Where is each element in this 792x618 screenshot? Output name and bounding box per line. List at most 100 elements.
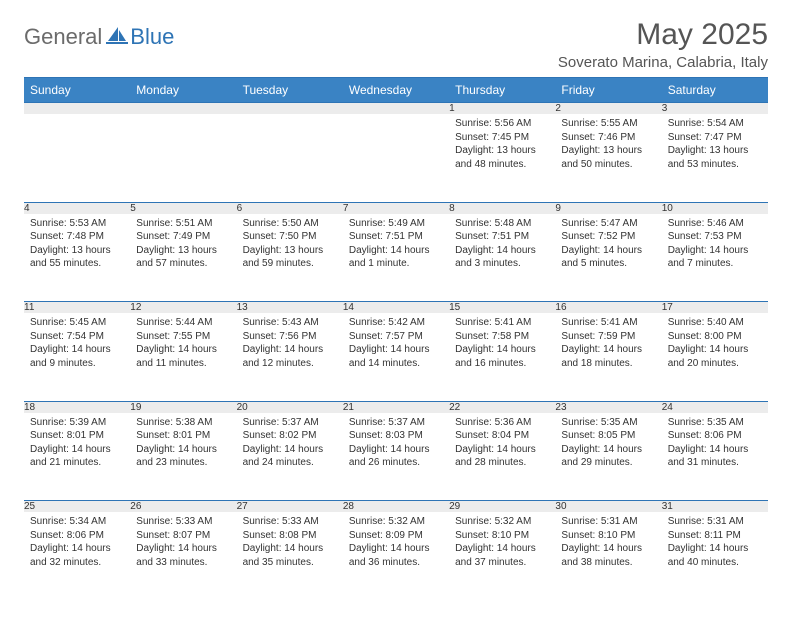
daynum-row: 123 bbox=[24, 103, 768, 115]
day-number: 11 bbox=[24, 302, 130, 314]
day-number: 26 bbox=[130, 501, 236, 513]
day-cell: Sunrise: 5:32 AMSunset: 8:10 PMDaylight:… bbox=[449, 512, 555, 600]
day-cell: Sunrise: 5:40 AMSunset: 8:00 PMDaylight:… bbox=[662, 313, 768, 401]
day-number: 3 bbox=[662, 103, 768, 115]
sunrise-line: Sunrise: 5:33 AM bbox=[243, 515, 337, 529]
sunrise-line: Sunrise: 5:48 AM bbox=[455, 217, 549, 231]
day-number: 23 bbox=[555, 401, 661, 413]
day-cell bbox=[24, 114, 130, 202]
day-cell: Sunrise: 5:47 AMSunset: 7:52 PMDaylight:… bbox=[555, 214, 661, 302]
day-cell: Sunrise: 5:42 AMSunset: 7:57 PMDaylight:… bbox=[343, 313, 449, 401]
sunrise-line: Sunrise: 5:40 AM bbox=[668, 316, 762, 330]
daylight-line: Daylight: 14 hours and 33 minutes. bbox=[136, 542, 230, 569]
week-row: Sunrise: 5:34 AMSunset: 8:06 PMDaylight:… bbox=[24, 512, 768, 600]
day-cell: Sunrise: 5:53 AMSunset: 7:48 PMDaylight:… bbox=[24, 214, 130, 302]
day-number bbox=[237, 103, 343, 115]
daylight-line: Daylight: 14 hours and 38 minutes. bbox=[561, 542, 655, 569]
day-cell: Sunrise: 5:51 AMSunset: 7:49 PMDaylight:… bbox=[130, 214, 236, 302]
daynum-row: 18192021222324 bbox=[24, 401, 768, 413]
sunset-line: Sunset: 7:58 PM bbox=[455, 330, 549, 344]
sunrise-line: Sunrise: 5:42 AM bbox=[349, 316, 443, 330]
sunset-line: Sunset: 8:02 PM bbox=[243, 429, 337, 443]
day-cell: Sunrise: 5:31 AMSunset: 8:11 PMDaylight:… bbox=[662, 512, 768, 600]
daylight-line: Daylight: 14 hours and 7 minutes. bbox=[668, 244, 762, 271]
brand-sail-icon bbox=[106, 25, 128, 50]
calendar-table: Sunday Monday Tuesday Wednesday Thursday… bbox=[24, 77, 768, 600]
sunrise-line: Sunrise: 5:35 AM bbox=[668, 416, 762, 430]
location: Soverato Marina, Calabria, Italy bbox=[558, 54, 768, 71]
sunrise-line: Sunrise: 5:31 AM bbox=[561, 515, 655, 529]
daynum-row: 25262728293031 bbox=[24, 501, 768, 513]
sunset-line: Sunset: 7:53 PM bbox=[668, 230, 762, 244]
day-number: 24 bbox=[662, 401, 768, 413]
sunset-line: Sunset: 8:01 PM bbox=[30, 429, 124, 443]
daylight-line: Daylight: 14 hours and 26 minutes. bbox=[349, 443, 443, 470]
week-row: Sunrise: 5:53 AMSunset: 7:48 PMDaylight:… bbox=[24, 214, 768, 302]
day-cell: Sunrise: 5:44 AMSunset: 7:55 PMDaylight:… bbox=[130, 313, 236, 401]
sunrise-line: Sunrise: 5:33 AM bbox=[136, 515, 230, 529]
week-row: Sunrise: 5:45 AMSunset: 7:54 PMDaylight:… bbox=[24, 313, 768, 401]
day-cell: Sunrise: 5:55 AMSunset: 7:46 PMDaylight:… bbox=[555, 114, 661, 202]
daylight-line: Daylight: 14 hours and 29 minutes. bbox=[561, 443, 655, 470]
daylight-line: Daylight: 14 hours and 32 minutes. bbox=[30, 542, 124, 569]
sunset-line: Sunset: 7:47 PM bbox=[668, 131, 762, 145]
day-number: 25 bbox=[24, 501, 130, 513]
daylight-line: Daylight: 14 hours and 21 minutes. bbox=[30, 443, 124, 470]
sunrise-line: Sunrise: 5:54 AM bbox=[668, 117, 762, 131]
sunset-line: Sunset: 7:50 PM bbox=[243, 230, 337, 244]
day-number: 19 bbox=[130, 401, 236, 413]
brand-logo: General Blue bbox=[24, 24, 174, 50]
daylight-line: Daylight: 14 hours and 37 minutes. bbox=[455, 542, 549, 569]
day-number: 27 bbox=[237, 501, 343, 513]
day-cell: Sunrise: 5:37 AMSunset: 8:03 PMDaylight:… bbox=[343, 413, 449, 501]
day-number: 31 bbox=[662, 501, 768, 513]
day-cell: Sunrise: 5:41 AMSunset: 7:59 PMDaylight:… bbox=[555, 313, 661, 401]
sunset-line: Sunset: 7:59 PM bbox=[561, 330, 655, 344]
daylight-line: Daylight: 13 hours and 59 minutes. bbox=[243, 244, 337, 271]
sunset-line: Sunset: 8:00 PM bbox=[668, 330, 762, 344]
daynum-row: 11121314151617 bbox=[24, 302, 768, 314]
day-number: 1 bbox=[449, 103, 555, 115]
day-number: 22 bbox=[449, 401, 555, 413]
daylight-line: Daylight: 13 hours and 57 minutes. bbox=[136, 244, 230, 271]
brand-blue: Blue bbox=[130, 24, 174, 50]
sunrise-line: Sunrise: 5:32 AM bbox=[349, 515, 443, 529]
day-cell: Sunrise: 5:41 AMSunset: 7:58 PMDaylight:… bbox=[449, 313, 555, 401]
sunset-line: Sunset: 7:57 PM bbox=[349, 330, 443, 344]
sunrise-line: Sunrise: 5:51 AM bbox=[136, 217, 230, 231]
day-number: 12 bbox=[130, 302, 236, 314]
daylight-line: Daylight: 14 hours and 35 minutes. bbox=[243, 542, 337, 569]
daynum-row: 45678910 bbox=[24, 202, 768, 214]
day-number bbox=[24, 103, 130, 115]
day-number: 18 bbox=[24, 401, 130, 413]
day-cell: Sunrise: 5:33 AMSunset: 8:07 PMDaylight:… bbox=[130, 512, 236, 600]
day-number: 13 bbox=[237, 302, 343, 314]
brand-general: General bbox=[24, 24, 102, 50]
day-number: 2 bbox=[555, 103, 661, 115]
sunset-line: Sunset: 7:51 PM bbox=[349, 230, 443, 244]
daylight-line: Daylight: 14 hours and 18 minutes. bbox=[561, 343, 655, 370]
day-number: 29 bbox=[449, 501, 555, 513]
month-title: May 2025 bbox=[558, 18, 768, 52]
sunset-line: Sunset: 8:11 PM bbox=[668, 529, 762, 543]
day-cell: Sunrise: 5:35 AMSunset: 8:06 PMDaylight:… bbox=[662, 413, 768, 501]
weekday-header: Friday bbox=[555, 78, 661, 103]
day-cell bbox=[130, 114, 236, 202]
daylight-line: Daylight: 13 hours and 48 minutes. bbox=[455, 144, 549, 171]
sunset-line: Sunset: 7:46 PM bbox=[561, 131, 655, 145]
daylight-line: Daylight: 14 hours and 20 minutes. bbox=[668, 343, 762, 370]
sunrise-line: Sunrise: 5:46 AM bbox=[668, 217, 762, 231]
day-cell: Sunrise: 5:50 AMSunset: 7:50 PMDaylight:… bbox=[237, 214, 343, 302]
sunrise-line: Sunrise: 5:31 AM bbox=[668, 515, 762, 529]
sunset-line: Sunset: 8:07 PM bbox=[136, 529, 230, 543]
day-number bbox=[343, 103, 449, 115]
day-cell: Sunrise: 5:31 AMSunset: 8:10 PMDaylight:… bbox=[555, 512, 661, 600]
daylight-line: Daylight: 14 hours and 14 minutes. bbox=[349, 343, 443, 370]
day-cell: Sunrise: 5:49 AMSunset: 7:51 PMDaylight:… bbox=[343, 214, 449, 302]
weekday-header: Monday bbox=[130, 78, 236, 103]
sunset-line: Sunset: 7:54 PM bbox=[30, 330, 124, 344]
day-cell: Sunrise: 5:37 AMSunset: 8:02 PMDaylight:… bbox=[237, 413, 343, 501]
day-cell: Sunrise: 5:34 AMSunset: 8:06 PMDaylight:… bbox=[24, 512, 130, 600]
day-cell: Sunrise: 5:56 AMSunset: 7:45 PMDaylight:… bbox=[449, 114, 555, 202]
sunrise-line: Sunrise: 5:36 AM bbox=[455, 416, 549, 430]
